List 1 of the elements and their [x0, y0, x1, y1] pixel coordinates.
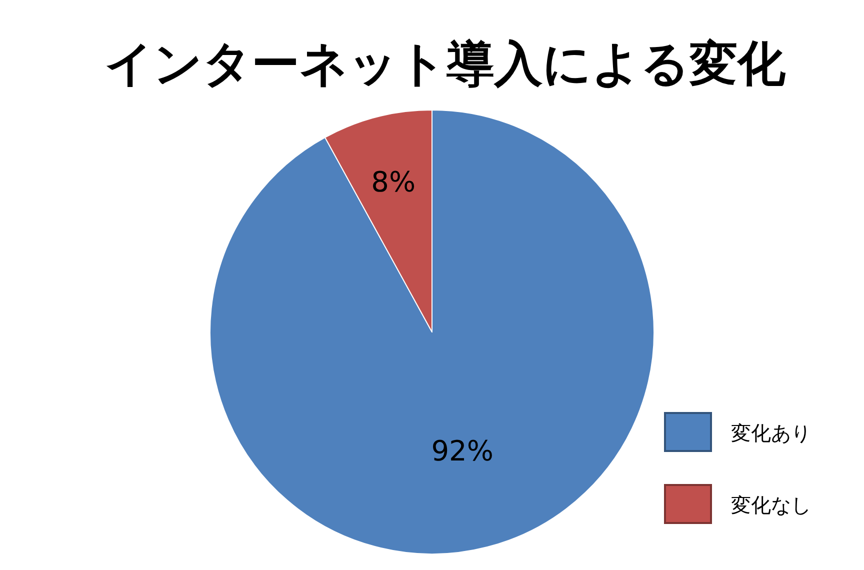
- title: インターネット導入による変化: [104, 36, 786, 92]
